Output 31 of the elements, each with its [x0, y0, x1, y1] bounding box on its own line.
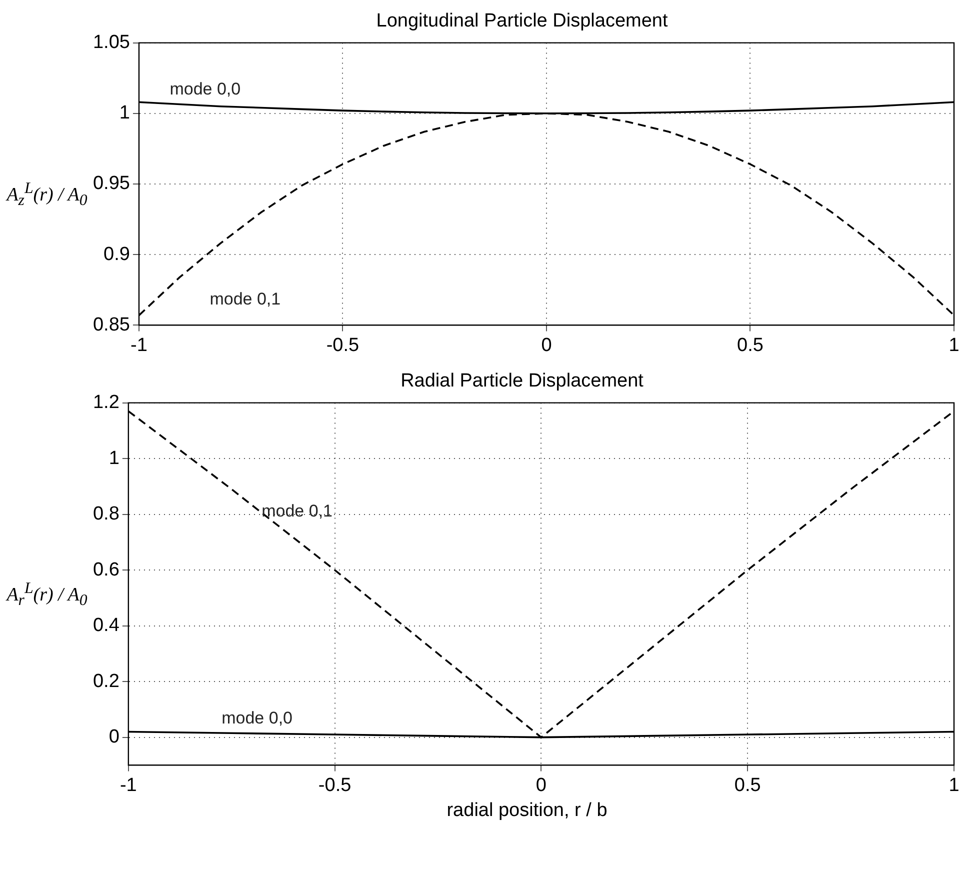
x-tick-label: -0.5 [318, 774, 352, 796]
y-tick-label: 1 [108, 448, 120, 469]
y-tick-label: 0.6 [92, 559, 120, 580]
x-tick-label: 0 [536, 774, 546, 796]
y-tick-label: 0.9 [104, 244, 130, 265]
y-axis-title: A$_{r}$$^{L}$(r) / A$_{0}$ [4, 580, 88, 610]
series-label: mode 0,1 [210, 289, 281, 308]
y-tick-label: 1.05 [92, 32, 130, 54]
x-tick-label: 1 [948, 774, 960, 796]
y-tick-label: 1 [119, 102, 130, 124]
x-tick-label: -1 [130, 334, 148, 356]
x-tick-label: -0.5 [326, 334, 360, 356]
y-tick-label: 0.8 [92, 504, 120, 525]
y-tick-label: 0.4 [92, 615, 120, 636]
series-label: mode 0,0 [222, 708, 292, 728]
x-tick-label: 0.5 [734, 774, 761, 796]
y-tick-label: 0.95 [92, 173, 130, 194]
x-tick-label: 0 [541, 334, 552, 356]
x-axis-title: radial position, r / b [446, 800, 608, 822]
x-tick-label: 0.5 [737, 334, 764, 356]
y-tick-label: 1.2 [92, 392, 120, 414]
chart-title: Radial Particle Displacement [400, 370, 644, 392]
chart-title: Longitudinal Particle Displacement [376, 10, 668, 32]
y-tick-label: 0 [108, 726, 120, 748]
y-tick-label: 0.85 [92, 314, 130, 336]
series-label: mode 0,1 [262, 501, 332, 520]
x-tick-label: 1 [948, 334, 960, 356]
series-label: mode 0,0 [170, 79, 241, 98]
x-tick-label: -1 [120, 774, 137, 796]
y-tick-label: 0.2 [92, 670, 120, 692]
y-axis-title: A$_{z}$$^{L}$(r) / A$_{0}$ [4, 180, 88, 210]
